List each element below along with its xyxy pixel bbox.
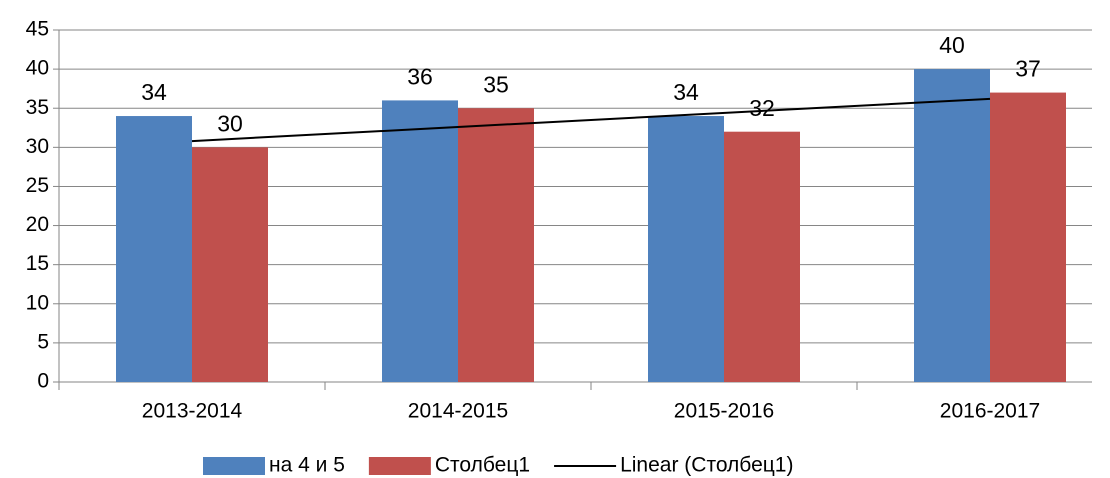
bar xyxy=(914,69,990,382)
y-tick-label: 15 xyxy=(26,252,49,275)
value-label: 32 xyxy=(749,95,775,121)
y-tick-label: 5 xyxy=(37,330,49,353)
bar xyxy=(116,116,192,383)
legend-label: Linear (Столбец1) xyxy=(620,454,793,477)
y-tick-label: 35 xyxy=(26,96,49,119)
value-label: 37 xyxy=(1015,56,1041,82)
x-tick-label: 2013-2014 xyxy=(142,400,243,423)
legend-label: Столбец1 xyxy=(435,454,530,477)
value-label: 34 xyxy=(673,79,699,105)
y-tick-label: 0 xyxy=(37,370,49,393)
y-tick-label: 10 xyxy=(26,291,49,314)
trendline xyxy=(191,97,991,143)
legend-swatch xyxy=(368,457,431,475)
value-label: 34 xyxy=(141,79,167,105)
y-tick-label: 45 xyxy=(26,18,49,41)
x-tick-label: 2016-2017 xyxy=(940,400,1040,423)
y-tick-label: 40 xyxy=(26,57,49,80)
bar xyxy=(382,100,458,383)
y-tick-label: 25 xyxy=(26,174,49,197)
bar xyxy=(458,108,534,382)
value-label: 40 xyxy=(939,32,965,58)
x-tick-label: 2014-2015 xyxy=(408,400,508,423)
y-tick-label: 20 xyxy=(26,213,49,236)
value-label: 35 xyxy=(483,71,509,97)
legend-label: на 4 и 5 xyxy=(269,454,345,477)
bar xyxy=(648,116,724,383)
bar xyxy=(724,131,800,382)
value-label: 36 xyxy=(407,63,433,89)
x-tick-label: 2015-2016 xyxy=(674,400,774,423)
legend-swatch xyxy=(203,457,265,475)
y-tick-label: 30 xyxy=(26,135,49,158)
value-label: 30 xyxy=(217,110,243,136)
bar xyxy=(192,147,268,382)
bar xyxy=(990,92,1066,383)
